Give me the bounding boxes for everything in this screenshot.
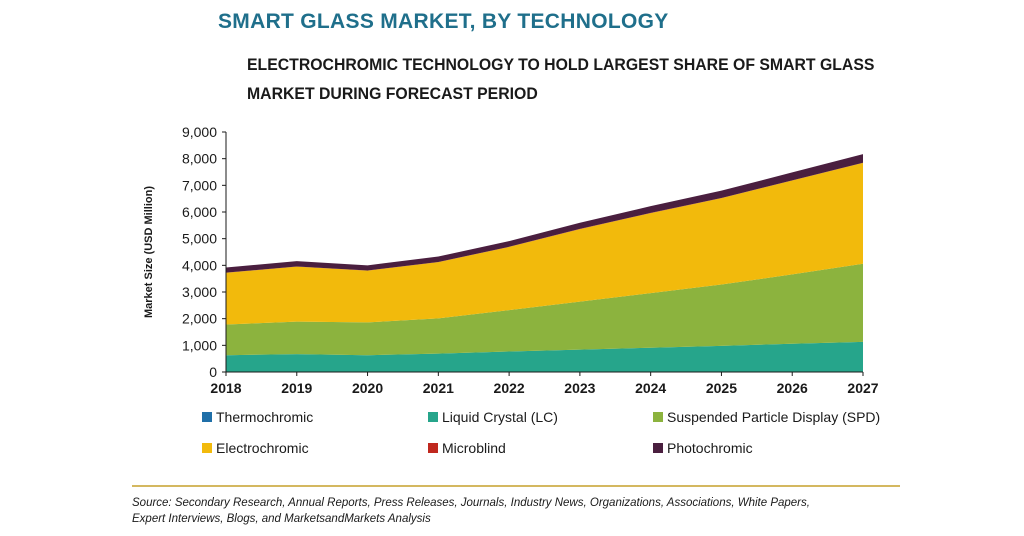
x-tick-label: 2023 bbox=[564, 380, 595, 396]
source-line-1: Source: Secondary Research, Annual Repor… bbox=[132, 497, 810, 509]
y-tick-label: 0 bbox=[209, 364, 217, 380]
source-line-2: Expert Interviews, Blogs, and Marketsand… bbox=[132, 513, 431, 525]
source-divider bbox=[132, 485, 900, 487]
y-tick-label: 1,000 bbox=[182, 337, 217, 353]
x-tick-label: 2024 bbox=[635, 380, 666, 396]
x-tick-label: 2018 bbox=[210, 380, 241, 396]
x-tick-label: 2019 bbox=[281, 380, 312, 396]
x-tick-label: 2027 bbox=[847, 380, 878, 396]
y-tick-label: 2,000 bbox=[182, 311, 217, 327]
y-tick-label: 3,000 bbox=[182, 284, 217, 300]
subtitle-line-2: MARKET DURING FORECAST PERIOD bbox=[247, 84, 538, 103]
chart-subtitle: ELECTROCHROMIC TECHNOLOGY TO HOLD LARGES… bbox=[247, 50, 889, 108]
subtitle-line-1: ELECTROCHROMIC TECHNOLOGY TO HOLD LARGES… bbox=[247, 55, 875, 74]
x-tick-label: 2022 bbox=[494, 380, 525, 396]
y-tick-label: 8,000 bbox=[182, 151, 217, 167]
y-tick-label: 9,000 bbox=[182, 124, 217, 140]
source-note: Source: Secondary Research, Annual Repor… bbox=[132, 495, 902, 527]
y-tick-label: 7,000 bbox=[182, 177, 217, 193]
y-tick-label: 4,000 bbox=[182, 257, 217, 273]
x-tick-label: 2021 bbox=[423, 380, 454, 396]
y-tick-label: 6,000 bbox=[182, 204, 217, 220]
x-tick-label: 2020 bbox=[352, 380, 383, 396]
y-axis-title: Market Size (USD Million) bbox=[143, 186, 155, 318]
y-tick-label: 5,000 bbox=[182, 231, 217, 247]
chart-title: SMART GLASS MARKET, BY TECHNOLOGY bbox=[218, 10, 669, 33]
x-tick-label: 2026 bbox=[777, 380, 808, 396]
x-tick-label: 2025 bbox=[706, 380, 737, 396]
area-series-electrochromic bbox=[226, 162, 863, 325]
area-series-suspended-particle-display-spd bbox=[226, 263, 863, 356]
area-series-liquid-crystal-lc bbox=[226, 341, 863, 372]
